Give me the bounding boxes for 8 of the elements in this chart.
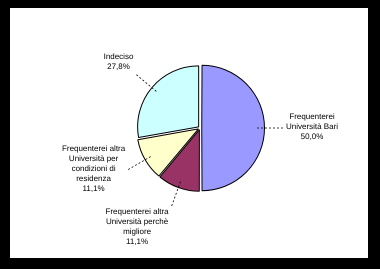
slice-label: Frequenterei altra Università perchè migliore (105, 207, 170, 236)
slice-label: Frequenterei Università Bari (286, 112, 338, 132)
slice-label: Frequenterei altra Università per condizioni di residenza (62, 144, 126, 183)
slice-label: Indeciso (104, 52, 134, 61)
data-label: 50,0% (300, 132, 324, 142)
data-label: 27,8% (107, 62, 130, 71)
data-label: 11,1% (126, 237, 148, 246)
data-label: 11,1% (82, 184, 105, 193)
